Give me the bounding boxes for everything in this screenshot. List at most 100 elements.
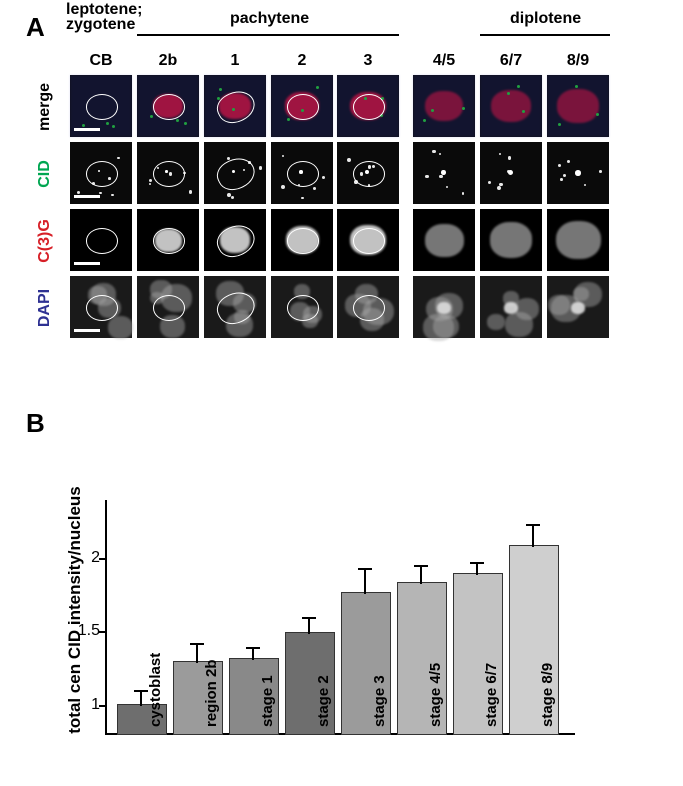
error-bar: [420, 566, 422, 584]
group-pachytene-label: pachytene: [230, 10, 309, 28]
error-cap: [134, 690, 148, 692]
group-diplotene-label: diplotene: [510, 10, 581, 28]
scale-bar: [74, 329, 100, 332]
micrograph-dapi-s3: [337, 276, 399, 338]
error-bar: [252, 648, 254, 660]
error-bar: [140, 691, 142, 706]
col-label-2b: 2b: [137, 52, 199, 70]
micrograph-dapi-2b: [137, 276, 199, 338]
y-tick-label: 2: [60, 549, 100, 567]
micrograph-c3g-2b: [137, 209, 199, 271]
micrograph-merge-s1: [204, 75, 266, 137]
micrograph-c3g-s1: [204, 209, 266, 271]
y-tick-label: 1: [60, 696, 100, 714]
micrograph-merge-s67: [480, 75, 542, 137]
error-cap: [526, 524, 540, 526]
micrograph-dapi-s1: [204, 276, 266, 338]
bar-label-5: stage 4/5: [427, 663, 444, 727]
bar-label-2: stage 1: [259, 675, 276, 727]
error-bar: [308, 618, 310, 634]
micrograph-merge-s3: [337, 75, 399, 137]
micrograph-c3g-s89: [547, 209, 609, 271]
nucleus-outline: [86, 228, 118, 253]
micrograph-cid-s67: [480, 142, 542, 204]
micrograph-cid-s2: [271, 142, 333, 204]
micrograph-c3g-CB: [70, 209, 132, 271]
micrograph-c3g-s3: [337, 209, 399, 271]
col-label-s89: 8/9: [547, 52, 609, 70]
micrograph-merge-s2: [271, 75, 333, 137]
nucleus-outline: [287, 94, 319, 119]
bar-chart: [105, 500, 575, 735]
micrograph-dapi-s45: [413, 276, 475, 338]
bar-label-6: stage 6/7: [483, 663, 500, 727]
error-bar: [196, 644, 198, 663]
error-bar: [532, 525, 534, 547]
micrograph-cid-CB: [70, 142, 132, 204]
micrograph-c3g-s2: [271, 209, 333, 271]
bar-label-4: stage 3: [371, 675, 388, 727]
micrograph-merge-s45: [413, 75, 475, 137]
col-label-s67: 6/7: [480, 52, 542, 70]
error-cap: [190, 643, 204, 645]
nucleus-outline: [353, 94, 385, 119]
micrograph-cid-s45: [413, 142, 475, 204]
micrograph-dapi-CB: [70, 276, 132, 338]
nucleus-outline: [86, 94, 118, 119]
nucleus-outline: [153, 94, 185, 119]
micrograph-dapi-s89: [547, 276, 609, 338]
error-cap: [302, 617, 316, 619]
nucleus-outline: [153, 161, 185, 186]
panel-a-label: A: [26, 12, 45, 43]
col-label-s45: 4/5: [413, 52, 475, 70]
error-bar: [364, 569, 366, 594]
error-cap: [470, 562, 484, 564]
row-label-merge: merge: [36, 77, 54, 137]
micrograph-cid-s89: [547, 142, 609, 204]
micrograph-cid-2b: [137, 142, 199, 204]
micrograph-merge-s89: [547, 75, 609, 137]
group-leptotene-label: leptotene; zygotene: [66, 2, 142, 32]
scale-bar: [74, 128, 100, 131]
bar-label-1: region 2b: [203, 659, 220, 727]
nucleus-outline: [153, 295, 185, 320]
nucleus-outline: [86, 161, 118, 186]
col-label-s1: 1: [204, 52, 266, 70]
micrograph-dapi-s67: [480, 276, 542, 338]
nucleus-outline: [353, 295, 385, 320]
nucleus-outline: [287, 228, 319, 253]
group-diplotene-line: [480, 34, 610, 36]
micrograph-merge-2b: [137, 75, 199, 137]
row-label-c3g: C(3)G: [36, 211, 54, 271]
col-label-s2: 2: [271, 52, 333, 70]
micrograph-dapi-s2: [271, 276, 333, 338]
nucleus-outline: [153, 228, 185, 253]
error-cap: [246, 647, 260, 649]
group-leptotene-text: leptotene; zygotene: [66, 1, 142, 33]
row-label-cid: CID: [36, 144, 54, 204]
y-axis: [105, 500, 107, 735]
nucleus-outline: [353, 161, 385, 186]
y-tick-label: 1.5: [60, 622, 100, 640]
scale-bar: [74, 262, 100, 265]
nucleus-outline: [86, 295, 118, 320]
scale-bar: [74, 195, 100, 198]
bar-label-3: stage 2: [315, 675, 332, 727]
bar-label-0: cystoblast: [147, 653, 164, 727]
panel-b-label: B: [26, 408, 45, 439]
micrograph-c3g-s67: [480, 209, 542, 271]
nucleus-outline: [287, 161, 319, 186]
micrograph-cid-s1: [204, 142, 266, 204]
error-cap: [414, 565, 428, 567]
bar-label-7: stage 8/9: [539, 663, 556, 727]
nucleus-outline: [212, 219, 259, 262]
col-label-CB: CB: [70, 52, 132, 70]
col-label-s3: 3: [337, 52, 399, 70]
error-cap: [358, 568, 372, 570]
group-pachytene-line: [137, 34, 399, 36]
nucleus-outline: [212, 152, 259, 195]
error-bar: [476, 563, 478, 575]
nucleus-outline: [353, 228, 385, 253]
nucleus-outline: [287, 295, 319, 320]
micrograph-c3g-s45: [413, 209, 475, 271]
